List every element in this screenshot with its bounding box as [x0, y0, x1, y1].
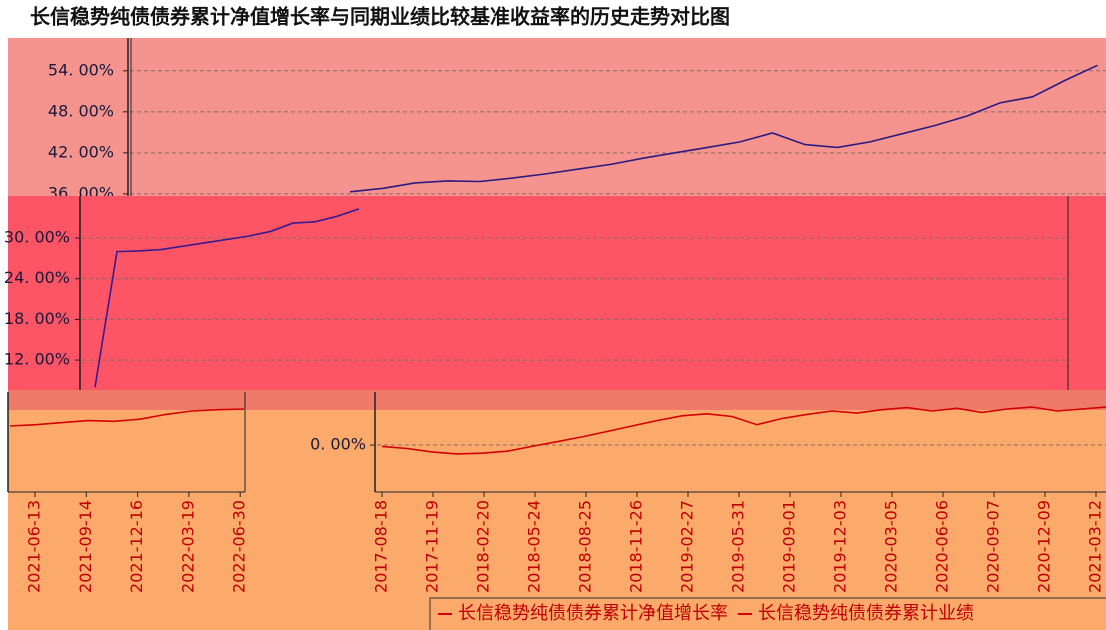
x-tick-label: 2017-11-19: [423, 500, 442, 593]
x-tick-label: 2019-09-01: [780, 500, 799, 593]
x-tick-label: 2018-08-25: [576, 500, 595, 593]
x-tick-label: 2019-02-27: [678, 500, 697, 593]
y-tick-label: 30. 00%: [4, 228, 70, 247]
y-tick-label: 54. 00%: [48, 60, 114, 79]
x-tick-label: 2020-06-06: [933, 500, 952, 593]
x-tick-label: 2020-03-05: [882, 500, 901, 593]
x-tick-label: 2021-09-14: [76, 500, 95, 593]
chart-fragment: 30. 00% 24. 00% 18. 00% 12. 00%: [4, 196, 1106, 392]
x-tick-label: 2021-03-12: [1086, 500, 1105, 593]
x-tick-label: 2020-09-07: [984, 500, 1003, 593]
x-tick-label: 2021-06-13: [25, 500, 44, 593]
x-tick-label: 2019-05-31: [729, 500, 748, 593]
y-tick-label: 12. 00%: [4, 350, 70, 369]
title: 长信稳势纯债债券累计净值增长率与同期业绩比较基准收益率的历史走势对比图: [30, 5, 730, 29]
x-tick-label: 2018-11-26: [627, 500, 646, 593]
legend-label: 长信稳势纯债债券累计净值增长率: [458, 603, 728, 624]
chart-fragment: 0. 00% 2017-08-18 2017-11-19 2018-02-20 2018…: [8, 390, 1106, 630]
chart-fragment: 54. 00%48. 00%42. 00%36. 00%: [8, 38, 1106, 202]
page: 长信稳势纯债债券累计净值增长率与同期业绩比较基准收益率的历史走势对比图 54. …: [0, 0, 1106, 630]
x-tick-label: 2022-03-19: [178, 500, 197, 593]
x-tick-label: 2018-05-24: [525, 500, 544, 593]
y-tick-label: 18. 00%: [4, 309, 70, 328]
x-tick-label: 2022-06-30: [230, 500, 249, 593]
x-tick-label: 2018-02-20: [474, 500, 493, 593]
x-tick-label: 2017-08-18: [372, 500, 391, 593]
legend: 长信稳势纯债债券累计净值增长率 长信稳势纯债债券累计业绩: [430, 598, 1106, 630]
y-tick-label: 24. 00%: [4, 268, 70, 287]
legend-label: 长信稳势纯债债券累计业绩: [758, 603, 974, 624]
x-tick-label: 2021-12-16: [127, 500, 146, 593]
panel-background: [8, 196, 1106, 392]
panel-background: [8, 38, 1106, 198]
x-tick-label: 2020-12-09: [1035, 500, 1054, 593]
y-tick-label: 42. 00%: [48, 142, 114, 161]
glitch-strip: [8, 390, 1106, 410]
y-tick-label: 0. 00%: [310, 435, 366, 454]
y-tick-label: 48. 00%: [48, 101, 114, 120]
x-tick-label: 2019-12-03: [831, 500, 850, 593]
